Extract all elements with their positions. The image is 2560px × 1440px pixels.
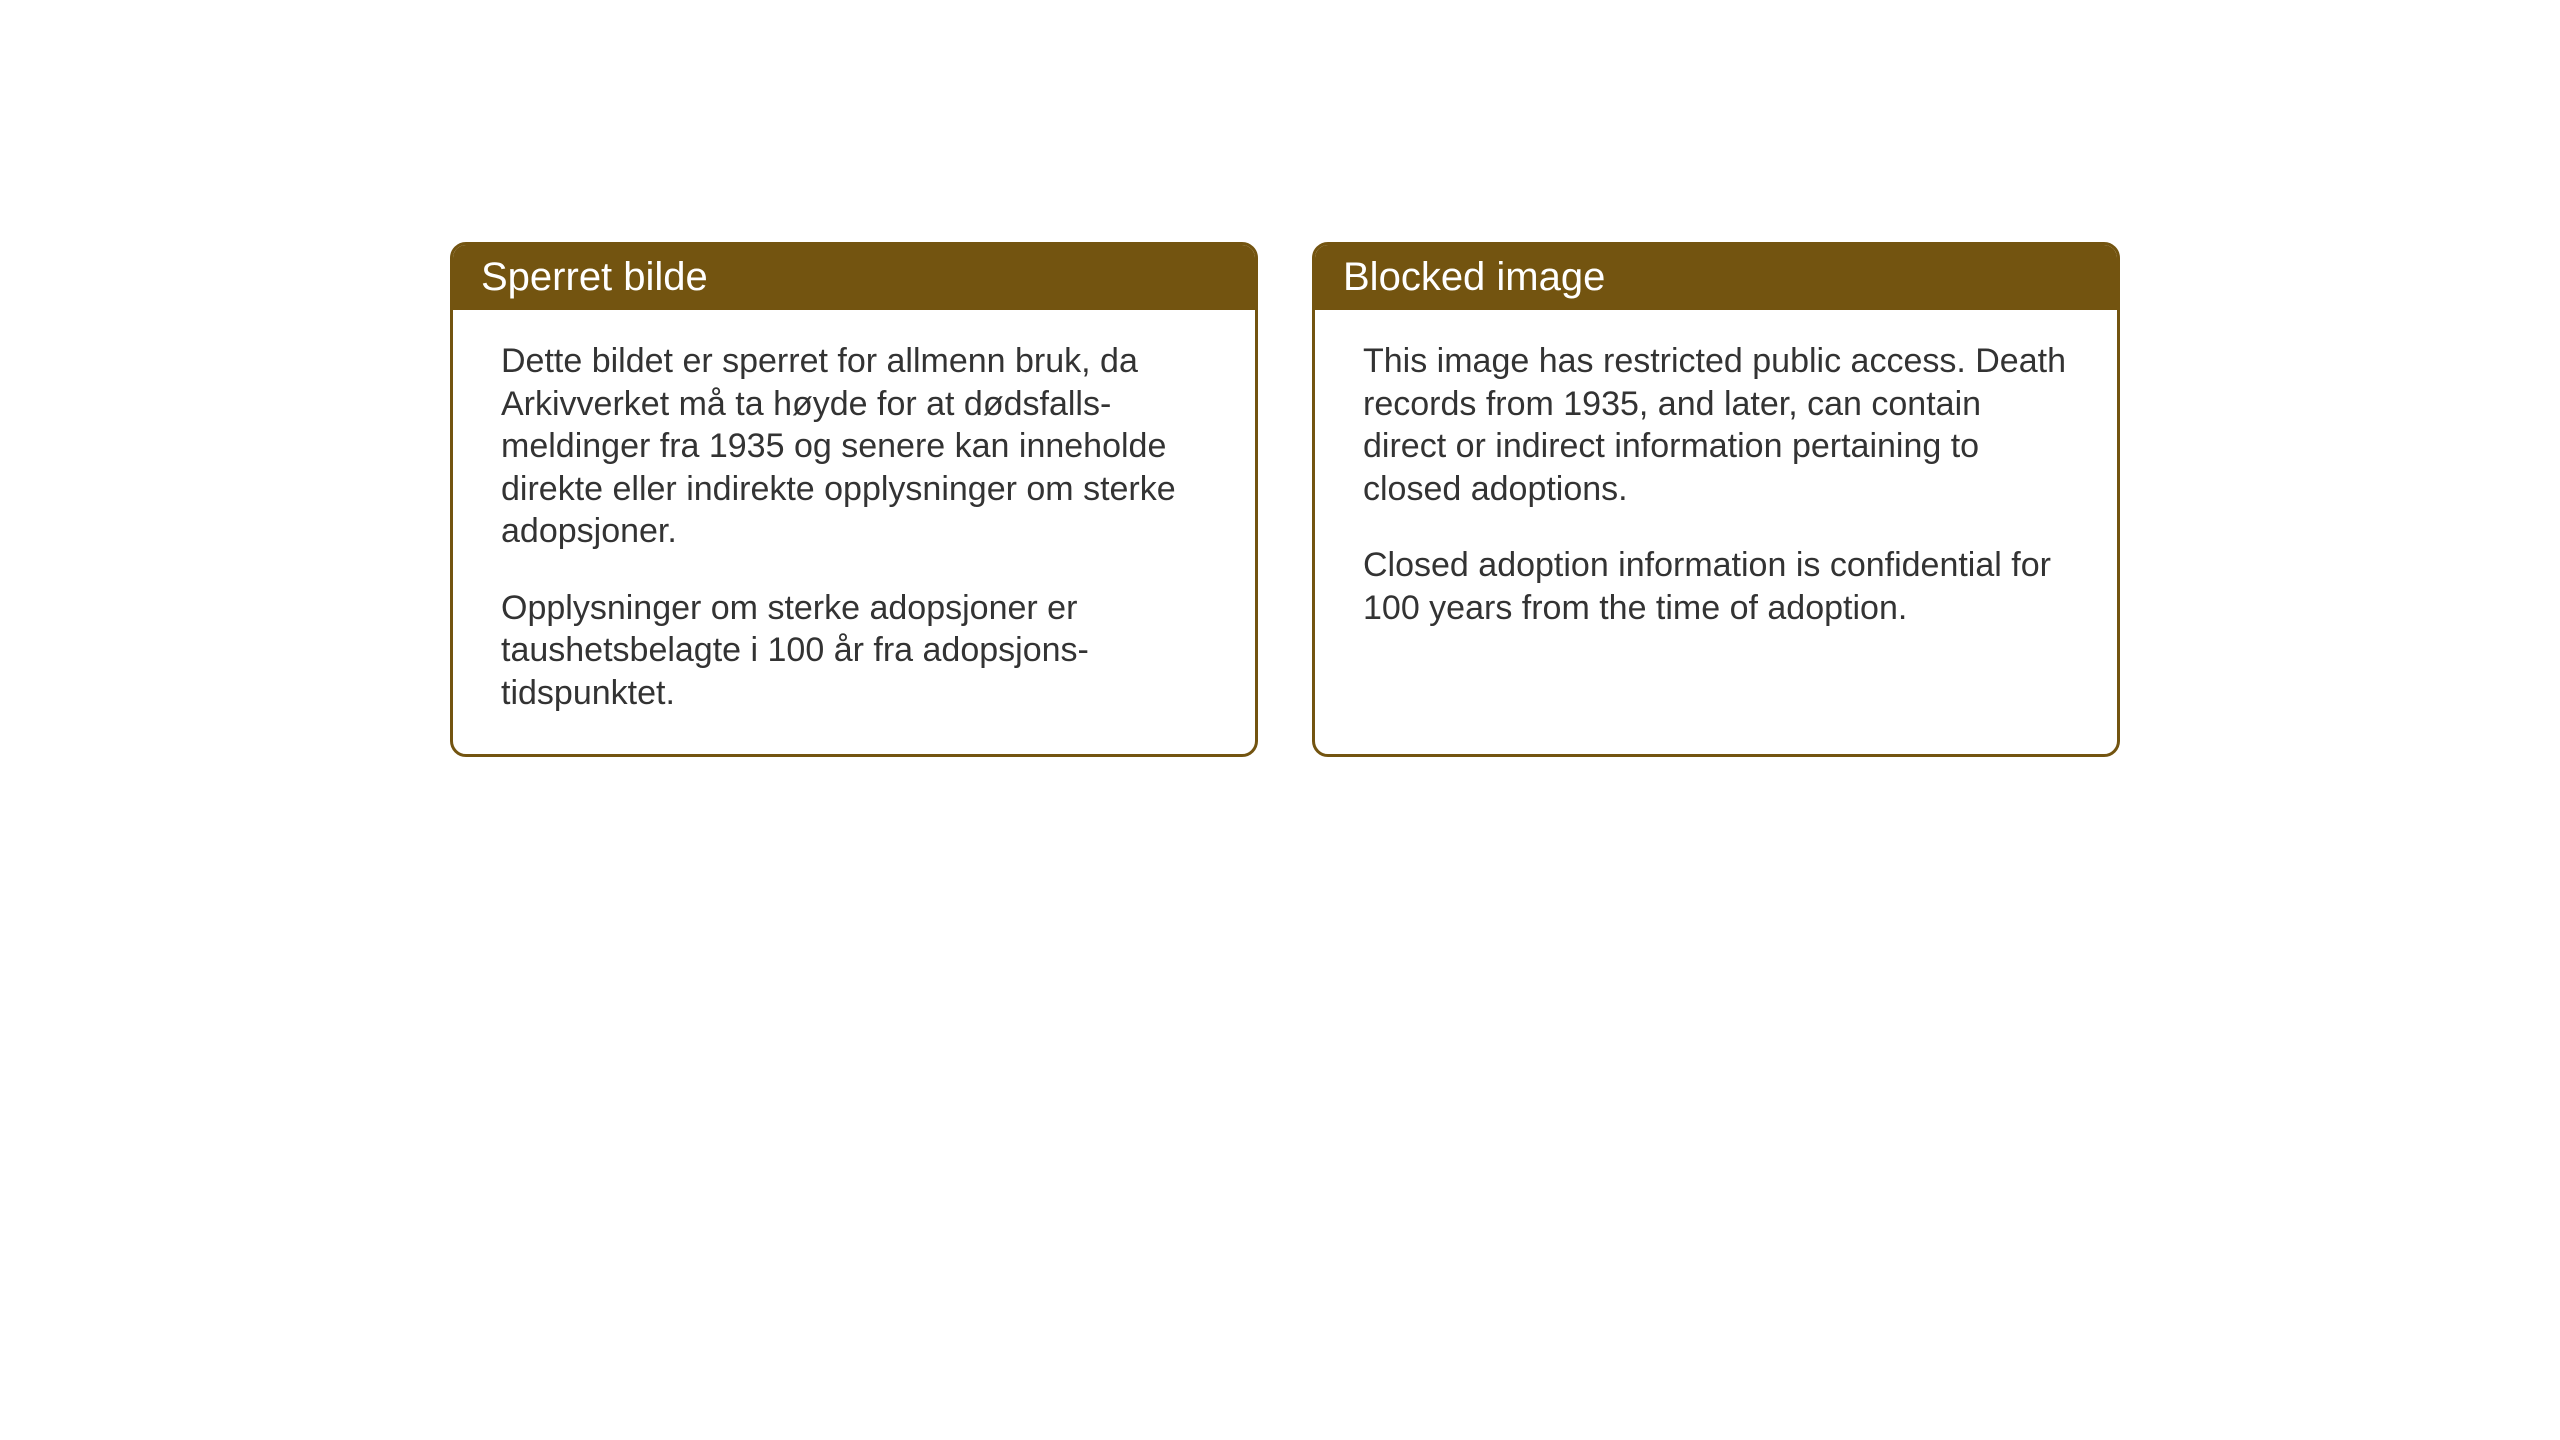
norwegian-panel-title: Sperret bilde <box>453 245 1255 310</box>
english-paragraph-1: This image has restricted public access.… <box>1363 340 2069 510</box>
english-paragraph-2: Closed adoption information is confident… <box>1363 544 2069 629</box>
norwegian-panel-body: Dette bildet er sperret for allmenn bruk… <box>453 310 1255 754</box>
panels-container: Sperret bilde Dette bildet er sperret fo… <box>450 242 2120 757</box>
norwegian-paragraph-2: Opplysninger om sterke adopsjoner er tau… <box>501 587 1207 715</box>
norwegian-panel: Sperret bilde Dette bildet er sperret fo… <box>450 242 1258 757</box>
norwegian-paragraph-1: Dette bildet er sperret for allmenn bruk… <box>501 340 1207 553</box>
english-panel-title: Blocked image <box>1315 245 2117 310</box>
english-panel-body: This image has restricted public access.… <box>1315 310 2117 730</box>
english-panel: Blocked image This image has restricted … <box>1312 242 2120 757</box>
